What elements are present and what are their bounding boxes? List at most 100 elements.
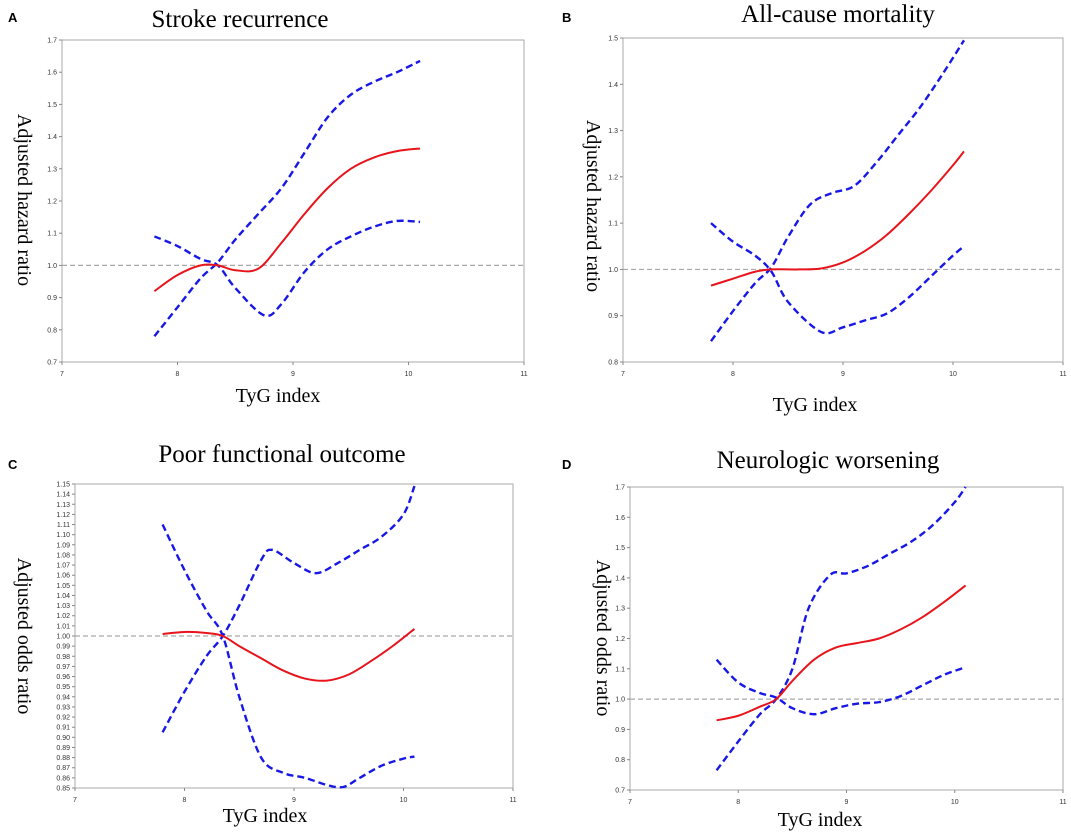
panel-a: A Stroke recurrence 7 8 9 10 11 0.7 0.8 0.9 1.0 1.1… bbox=[8, 6, 528, 407]
y-tick-label: 0.99 bbox=[56, 644, 70, 651]
plot-frame bbox=[61, 39, 525, 363]
y-tick-label: 0.9 bbox=[615, 727, 625, 734]
y-tick-label: 0.88 bbox=[56, 755, 70, 762]
y-tick-label: 1.09 bbox=[56, 542, 70, 549]
y-tick-label: 1.1 bbox=[608, 221, 618, 228]
y-tick-label: 1.10 bbox=[56, 532, 70, 539]
y-tick-label: 1.1 bbox=[47, 231, 57, 238]
panel-c: C Poor functional outcome 7 8 9 10 11 0.85 0.86 0… bbox=[8, 441, 517, 827]
y-tick-label: 1.7 bbox=[47, 38, 57, 45]
plot-frame bbox=[629, 486, 1064, 791]
y-tick-label: 1.15 bbox=[56, 482, 70, 489]
y-tick-label: 1.5 bbox=[608, 36, 618, 43]
y-tick-label: 0.7 bbox=[47, 360, 57, 367]
lower-ci-line bbox=[710, 222, 965, 335]
y-tick-label: 0.97 bbox=[56, 664, 70, 671]
x-tick-label: 8 bbox=[176, 371, 180, 378]
lower-ci-line bbox=[153, 219, 421, 318]
y-axis-label: Adjusted odds ratio bbox=[592, 560, 614, 717]
y-tick-label: 1.4 bbox=[47, 134, 57, 141]
y-tick-label: 1.2 bbox=[615, 636, 625, 643]
y-tick-label: 1.06 bbox=[56, 573, 70, 580]
plot-frame bbox=[622, 37, 1064, 363]
upper-ci-line bbox=[161, 485, 416, 733]
estimate-line bbox=[153, 147, 421, 292]
x-tick-label: 8 bbox=[736, 799, 740, 806]
y-tick-label: 0.95 bbox=[56, 684, 70, 691]
x-tick-label: 7 bbox=[60, 371, 64, 378]
y-tick-label: 1.02 bbox=[56, 613, 70, 620]
y-tick-label: 0.98 bbox=[56, 654, 70, 661]
x-tick-label: 11 bbox=[509, 797, 516, 804]
y-tick-label: 0.92 bbox=[56, 715, 70, 722]
panel-letter: B bbox=[562, 10, 571, 25]
y-axis-label: Adjusted hazard ratio bbox=[582, 120, 604, 292]
y-tick-label: 1.0 bbox=[608, 267, 618, 274]
y-tick-label: 1.4 bbox=[608, 82, 618, 89]
x-tick-label: 8 bbox=[183, 797, 187, 804]
y-tick-label: 0.9 bbox=[47, 295, 57, 302]
x-axis-label: TyG index bbox=[778, 809, 863, 831]
y-tick-label: 1.5 bbox=[47, 102, 57, 109]
x-tick-label: 7 bbox=[628, 799, 632, 806]
y-tick-label: 1.03 bbox=[56, 603, 70, 610]
y-tick-label: 0.86 bbox=[56, 775, 70, 782]
upper-ci-line bbox=[710, 39, 966, 342]
y-tick-label: 0.9 bbox=[608, 313, 618, 320]
y-tick-label: 0.8 bbox=[608, 360, 618, 367]
y-tick-label: 0.91 bbox=[56, 725, 70, 732]
panel-letter: A bbox=[8, 10, 18, 25]
y-tick-label: 1.5 bbox=[615, 545, 625, 552]
y-axis-label: Adjusted hazard ratio bbox=[13, 114, 35, 286]
y-tick-label: 1.07 bbox=[56, 563, 70, 570]
y-tick-label: 1.3 bbox=[615, 606, 625, 613]
x-tick-label: 11 bbox=[1059, 799, 1066, 806]
y-tick-label: 1.1 bbox=[615, 666, 625, 673]
panel-title: Poor functional outcome bbox=[158, 441, 405, 468]
x-tick-label: 9 bbox=[291, 371, 295, 378]
x-tick-label: 7 bbox=[73, 797, 77, 804]
x-tick-label: 11 bbox=[520, 371, 527, 378]
y-tick-label: 1.3 bbox=[608, 128, 618, 135]
y-tick-label: 1.14 bbox=[56, 492, 70, 499]
y-tick-label: 1.0 bbox=[47, 263, 57, 270]
y-tick-label: 1.12 bbox=[56, 512, 70, 519]
y-tick-label: 1.6 bbox=[615, 515, 625, 522]
y-tick-label: 1.0 bbox=[615, 697, 625, 704]
x-axis-label: TyG index bbox=[773, 394, 858, 416]
x-tick-label: 7 bbox=[621, 371, 625, 378]
y-tick-label: 0.8 bbox=[47, 327, 57, 334]
x-tick-label: 9 bbox=[845, 799, 849, 806]
x-tick-label: 10 bbox=[951, 799, 959, 806]
x-tick-label: 8 bbox=[731, 371, 735, 378]
x-tick-label: 10 bbox=[400, 797, 408, 804]
panel-title: Neurologic worsening bbox=[717, 447, 940, 474]
y-tick-label: 0.8 bbox=[615, 757, 625, 764]
panel-letter: C bbox=[8, 457, 18, 472]
x-tick-label: 10 bbox=[949, 371, 957, 378]
y-tick-label: 0.85 bbox=[56, 786, 70, 793]
y-tick-label: 1.13 bbox=[56, 502, 70, 509]
y-tick-label: 1.7 bbox=[615, 485, 625, 492]
panel-title: All-cause mortality bbox=[741, 1, 935, 28]
lower-ci-line bbox=[715, 658, 966, 716]
y-tick-label: 1.3 bbox=[47, 166, 57, 173]
y-tick-label: 0.89 bbox=[56, 745, 70, 752]
x-tick-label: 10 bbox=[405, 371, 413, 378]
y-tick-label: 1.2 bbox=[47, 199, 57, 206]
y-tick-label: 1.11 bbox=[57, 522, 70, 529]
x-axis-label: TyG index bbox=[236, 385, 321, 407]
estimate-line bbox=[162, 628, 416, 682]
lower-ci-line bbox=[161, 524, 415, 789]
y-tick-label: 1.08 bbox=[56, 552, 70, 559]
y-tick-label: 1.04 bbox=[56, 593, 70, 600]
y-tick-label: 1.4 bbox=[615, 575, 625, 582]
panel-letter: D bbox=[562, 457, 571, 472]
y-tick-label: 0.96 bbox=[56, 674, 70, 681]
y-tick-label: 0.93 bbox=[56, 704, 70, 711]
x-tick-label: 9 bbox=[841, 371, 845, 378]
panel-b: B All-cause mortality 7 8 9 10 11 0.8 0.9 1.0 1.1 1… bbox=[562, 1, 1067, 416]
estimate-line bbox=[710, 150, 965, 287]
y-tick-label: 1.05 bbox=[56, 583, 70, 590]
